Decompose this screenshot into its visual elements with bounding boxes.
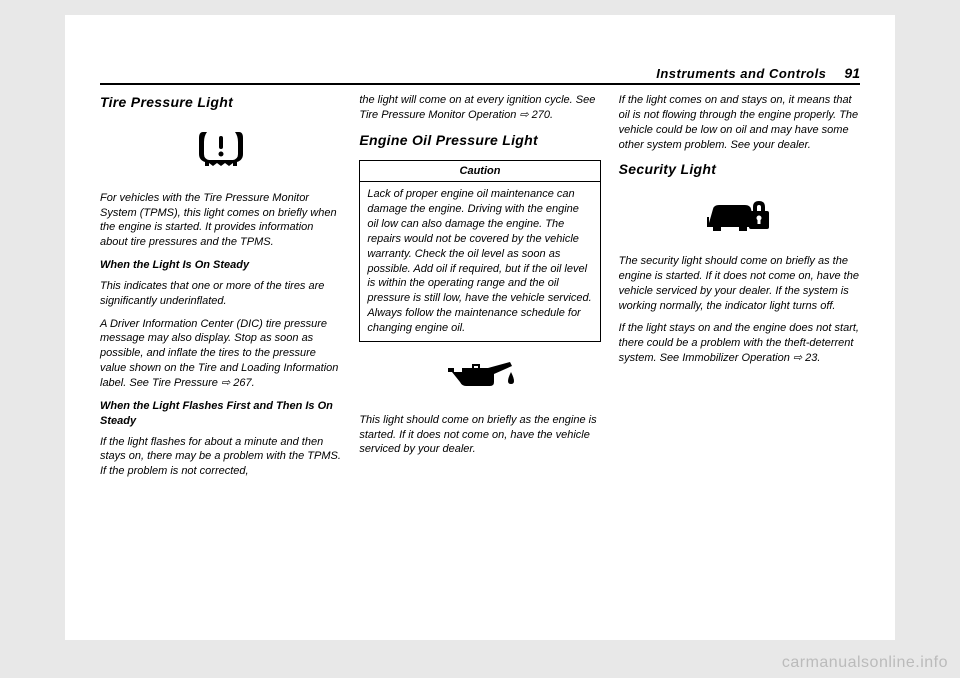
oil-not-flowing-text: If the light comes on and stays on, it m…: [619, 93, 860, 152]
tire-pressure-title: Tire Pressure Light: [100, 93, 341, 112]
header-section-title: Instruments and Controls: [656, 66, 826, 81]
header-rule: [100, 83, 860, 85]
column-3: If the light comes on and stays on, it m…: [619, 93, 860, 487]
tpms-icon: [100, 124, 341, 177]
underinflated-text: This indicates that one or more of the t…: [100, 279, 341, 309]
light-steady-subtitle: When the Light Is On Steady: [100, 258, 341, 273]
header-page-number: 91: [844, 65, 860, 81]
security-brief-text: The security light should come on briefl…: [619, 254, 860, 313]
ignition-text-a: the light will come on at every ignition…: [359, 94, 595, 106]
light-flashes-subtitle: When the Light Flashes First and Then Is…: [100, 399, 341, 429]
security-light-title: Security Light: [619, 160, 860, 179]
tpms-intro-text: For vehicles with the Tire Pressure Moni…: [100, 191, 341, 250]
page-content: Instruments and Controls 91 Tire Pressur…: [65, 15, 895, 640]
flash-problem-text: If the light flashes for about a minute …: [100, 435, 341, 480]
page-header: Instruments and Controls 91: [100, 65, 860, 81]
caution-body: Lack of proper engine oil maintenance ca…: [360, 182, 599, 340]
column-1: Tire Pressure Light For vehicles with th…: [100, 93, 341, 487]
content-columns: Tire Pressure Light For vehicles with th…: [100, 93, 860, 487]
oil-pressure-title: Engine Oil Pressure Light: [359, 131, 600, 150]
ignition-text-b: .: [550, 109, 553, 121]
dic-message-text: A Driver Information Center (DIC) tire p…: [100, 317, 341, 391]
dic-text-b: .: [252, 377, 255, 389]
caution-header: Caution: [360, 161, 599, 183]
security-icon: [619, 191, 860, 240]
caution-box: Caution Lack of proper engine oil mainte…: [359, 160, 600, 342]
theft-text-b: .: [817, 352, 820, 364]
immobilizer-ref: Immobilizer Operation ⇨ 23: [682, 352, 817, 364]
tpms-operation-ref: Tire Pressure Monitor Operation ⇨ 270: [359, 109, 550, 121]
ignition-cycle-text: the light will come on at every ignition…: [359, 93, 600, 123]
watermark: carmanualsonline.info: [782, 654, 948, 672]
oil-can-icon: [359, 354, 600, 399]
column-2: the light will come on at every ignition…: [359, 93, 600, 487]
oil-light-brief-text: This light should come on briefly as the…: [359, 413, 600, 458]
tire-pressure-ref: Tire Pressure ⇨ 267: [152, 377, 252, 389]
theft-deterrent-text: If the light stays on and the engine doe…: [619, 321, 860, 366]
